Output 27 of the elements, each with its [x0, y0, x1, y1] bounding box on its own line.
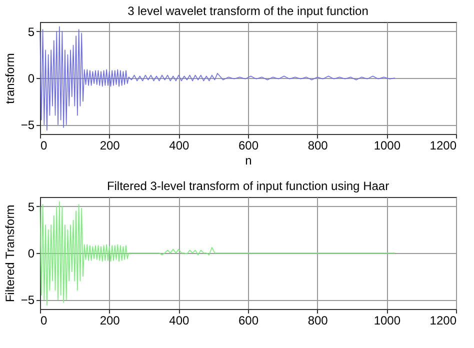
- chart-title: 3 level wavelet transform of the input function: [128, 4, 368, 18]
- x-tick-label: 600: [238, 314, 259, 328]
- line-series: [40, 201, 396, 306]
- y-tick-label: −5: [20, 293, 35, 308]
- y-tick-label: 5: [28, 24, 35, 39]
- y-axis-title: transform: [2, 53, 17, 104]
- x-tick-label: 1200: [430, 138, 457, 152]
- x-tick-label: 1000: [374, 138, 401, 152]
- x-tick-label: 0: [40, 314, 48, 328]
- y-axis-title: Filtered Transform: [2, 204, 17, 302]
- x-tick-label: 800: [308, 314, 328, 328]
- y-tick-label: −5: [20, 118, 35, 132]
- line-series: [40, 26, 396, 131]
- x-tick-label: 0: [40, 138, 48, 152]
- x-tick-label: 600: [238, 138, 259, 152]
- x-tick-label: 800: [308, 138, 328, 152]
- x-axis-title: n: [245, 154, 252, 168]
- x-tick-label: 400: [169, 314, 190, 328]
- chart-title: Filtered 3-level transform of input function using Haar: [106, 179, 390, 193]
- x-tick-label: 200: [100, 314, 120, 328]
- y-tick-label: 0: [28, 246, 35, 260]
- y-tick-label: 0: [28, 72, 35, 86]
- y-tick-label: 5: [28, 200, 35, 214]
- x-tick-label: 1200: [430, 314, 457, 328]
- x-tick-label: 1000: [374, 314, 401, 328]
- x-tick-label: 200: [100, 138, 120, 152]
- x-tick-label: 400: [169, 138, 190, 152]
